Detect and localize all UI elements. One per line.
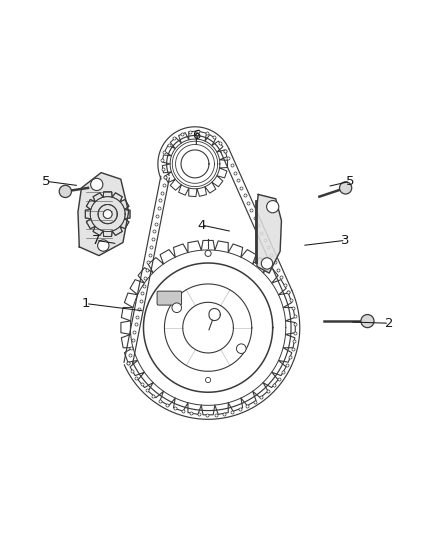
Circle shape — [261, 258, 273, 269]
Text: 2: 2 — [385, 317, 393, 330]
Circle shape — [237, 344, 246, 353]
Circle shape — [205, 251, 211, 256]
Polygon shape — [256, 195, 282, 273]
Circle shape — [339, 182, 352, 194]
Text: 4: 4 — [198, 219, 206, 231]
Text: 5: 5 — [42, 175, 51, 188]
Polygon shape — [78, 173, 129, 256]
Circle shape — [205, 377, 211, 383]
Text: 5: 5 — [346, 175, 354, 188]
Circle shape — [267, 200, 279, 213]
Circle shape — [59, 185, 71, 198]
Circle shape — [103, 210, 112, 219]
Circle shape — [172, 303, 182, 312]
Text: 6: 6 — [192, 129, 201, 142]
Text: 7: 7 — [92, 234, 100, 247]
Text: 3: 3 — [341, 234, 350, 247]
Text: 1: 1 — [81, 297, 90, 310]
Circle shape — [361, 314, 374, 328]
FancyBboxPatch shape — [157, 291, 181, 305]
Circle shape — [91, 179, 103, 190]
Circle shape — [98, 240, 109, 251]
Circle shape — [103, 210, 112, 219]
